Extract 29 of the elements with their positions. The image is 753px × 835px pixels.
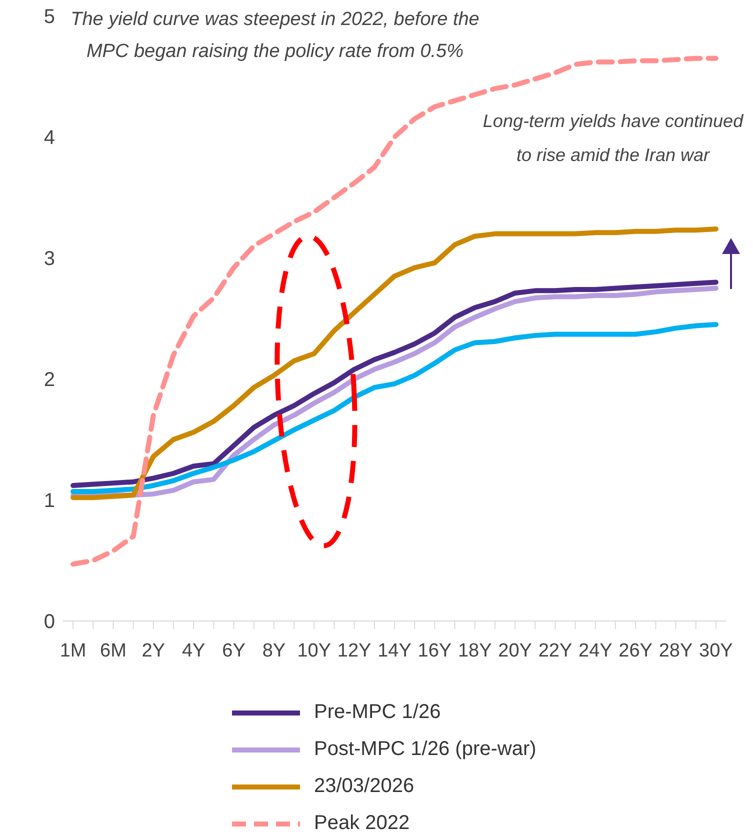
y-tick-label: 0 bbox=[44, 611, 55, 634]
x-tick-label: 28Y bbox=[658, 640, 693, 662]
y-tick-label: 5 bbox=[44, 6, 55, 28]
annotation: Long-term yields have continued to rise amid the Iran war bbox=[482, 110, 744, 167]
x-tick-label: 22Y bbox=[538, 640, 572, 662]
x-tick-label: 12Y bbox=[337, 640, 372, 662]
legend-label: 23/03/2026 bbox=[314, 775, 414, 798]
x-tick-label: 2Y bbox=[142, 640, 166, 662]
y-tick-label: 3 bbox=[44, 248, 55, 270]
y-tick-label: 4 bbox=[44, 127, 55, 150]
y-tick-label: 1 bbox=[44, 490, 55, 512]
x-tick-label: 6M bbox=[100, 640, 126, 662]
x-tick-label: 4Y bbox=[182, 640, 206, 662]
x-tick-label: 1M bbox=[60, 640, 86, 662]
y-tick-label: 2 bbox=[44, 369, 55, 392]
legend-label: Peak 2022 bbox=[314, 812, 410, 835]
x-tick-label: 10Y bbox=[297, 640, 332, 662]
x-tick-label: 20Y bbox=[498, 640, 532, 662]
x-tick-label: 24Y bbox=[578, 640, 613, 662]
x-tick-label: 30Y bbox=[699, 640, 734, 662]
x-tick-label: 18Y bbox=[458, 640, 492, 662]
x-tick-label: 14Y bbox=[378, 640, 412, 662]
legend-label: Pre-MPC 1/26 bbox=[314, 701, 441, 724]
x-tick-label: 16Y bbox=[418, 640, 452, 662]
x-tick-label: 8Y bbox=[262, 640, 286, 662]
legend-label: Post-MPC 1/26 (pre-war) bbox=[314, 738, 536, 761]
annotation: The yield curve was steepest in 2022, before the MPC began raising the policy rate from 0.5% bbox=[70, 8, 480, 64]
x-tick-label: 6Y bbox=[222, 640, 246, 662]
x-tick-label: 26Y bbox=[618, 640, 653, 662]
